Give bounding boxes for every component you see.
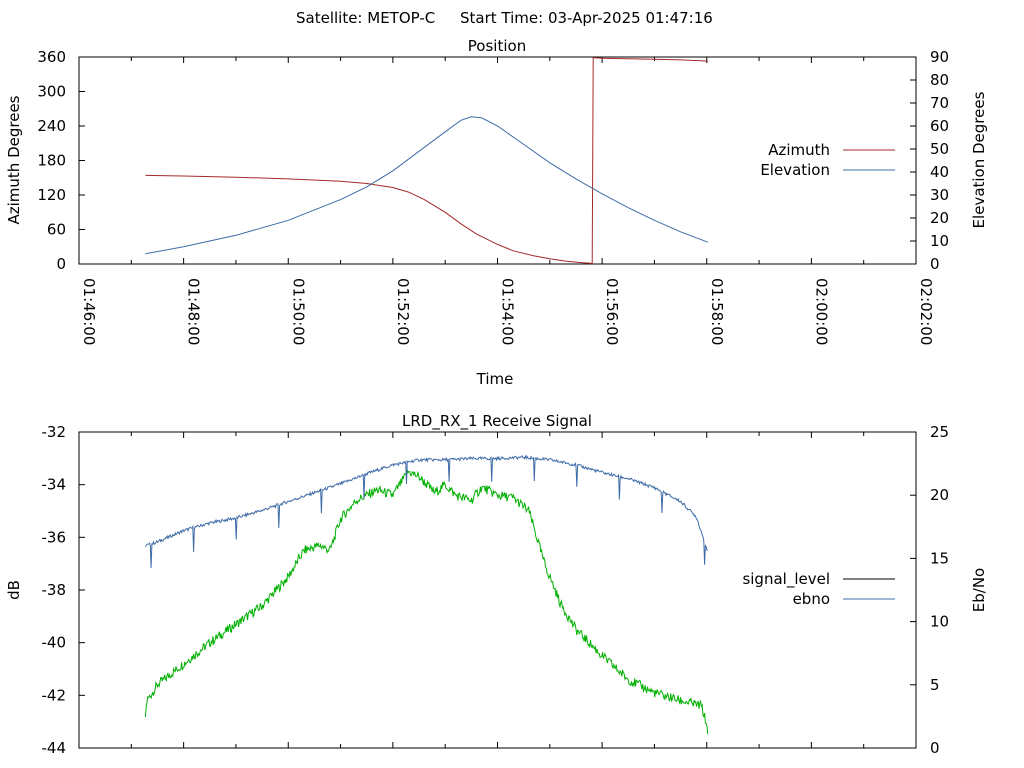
y-tick-label: 120 [37, 186, 66, 204]
series-line-signal-level [144, 469, 709, 735]
legend-label-azimuth: Azimuth [768, 141, 830, 159]
azimuth-axis-label: Azimuth Degrees [5, 95, 23, 224]
y-tick-label: 300 [37, 83, 66, 101]
start-time-label: Start Time: 03-Apr-2025 01:47:16 [460, 9, 713, 27]
elevation-axis-label: Elevation Degrees [970, 91, 988, 228]
y-tick-label: 180 [37, 152, 66, 170]
position-chart-title: Position [468, 37, 526, 55]
y-tick-label: 60 [47, 221, 66, 239]
plot-frame [78, 431, 917, 749]
receive-signal-chart-title: LRD_RX_1 Receive Signal [402, 412, 592, 431]
y-tick-label: -42 [42, 686, 67, 704]
y2-tick-label: 25 [930, 423, 949, 441]
y2-tick-label: 20 [930, 486, 949, 504]
y-tick-label: -34 [42, 476, 67, 494]
x-tick-label: 02:02:00 [917, 278, 935, 345]
x-tick-label: 01:50:00 [289, 278, 307, 345]
y-tick-label: 0 [56, 255, 66, 273]
receive-signal-axes: -44 -42 -40 -38 -36 -34 -32 0 5 10 15 20 25 [42, 423, 950, 757]
receive-signal-chart: LRD_RX_1 Receive Signal dB Eb/No -44-42-… [5, 412, 988, 757]
time-axis-label: Time [476, 370, 514, 388]
db-axis-label: dB [5, 580, 23, 600]
y2-tick-label: 90 [930, 48, 949, 66]
y2-tick-label: 15 [930, 549, 949, 567]
y2-tick-label: 40 [930, 163, 949, 181]
ebno-axis-label: Eb/No [970, 568, 988, 612]
x-tick-label: 01:46:00 [80, 278, 98, 345]
position-series [145, 57, 709, 264]
y-tick-label: 240 [37, 117, 66, 135]
y-tick-label: -32 [42, 423, 67, 441]
x-tick-label: 02:00:00 [812, 278, 830, 345]
y-tick-label: -40 [42, 634, 67, 652]
y2-tick-label: 50 [930, 140, 949, 158]
series-line-elevation [145, 116, 708, 255]
y-tick-label: 360 [37, 48, 66, 66]
receive-signal-series [144, 454, 709, 735]
y-tick-label: -36 [42, 528, 67, 546]
series-line-ebno [144, 454, 709, 569]
x-tick-label: 01:56:00 [603, 278, 621, 345]
position-axes: 0 60 120 180 240 300 360 0 10 20 30 40 50 60 70 80 90 01:… [37, 48, 949, 345]
y2-tick-label: 10 [930, 232, 949, 250]
x-tick-label: 01:54:00 [499, 278, 517, 345]
legend-label-elevation: Elevation [760, 161, 830, 179]
satellite-label: Satellite: METOP-C [296, 9, 435, 27]
y2-tick-label: 80 [930, 71, 949, 89]
y2-tick-label: 10 [930, 613, 949, 631]
position-legend: Azimuth Elevation [760, 141, 895, 179]
y2-tick-label: 30 [930, 186, 949, 204]
x-tick-label: 01:48:00 [185, 278, 203, 345]
y-tick-label: -38 [42, 581, 67, 599]
y-tick-label: -44 [42, 739, 67, 757]
y2-tick-label: 60 [930, 117, 949, 135]
position-chart: Position Azimuth Degrees Elevation Degre… [5, 37, 988, 388]
y2-tick-label: 20 [930, 209, 949, 227]
y2-tick-label: 70 [930, 94, 949, 112]
y2-tick-label: 0 [930, 255, 940, 273]
x-tick-label: 01:58:00 [708, 278, 726, 345]
legend-label-signal-level: signal_level [742, 570, 830, 589]
y2-tick-label: 5 [930, 676, 940, 694]
legend-label-ebno: ebno [793, 590, 830, 608]
x-tick-label: 01:52:00 [394, 278, 412, 345]
y2-tick-label: 0 [930, 739, 940, 757]
series-line-azimuth [145, 57, 709, 264]
